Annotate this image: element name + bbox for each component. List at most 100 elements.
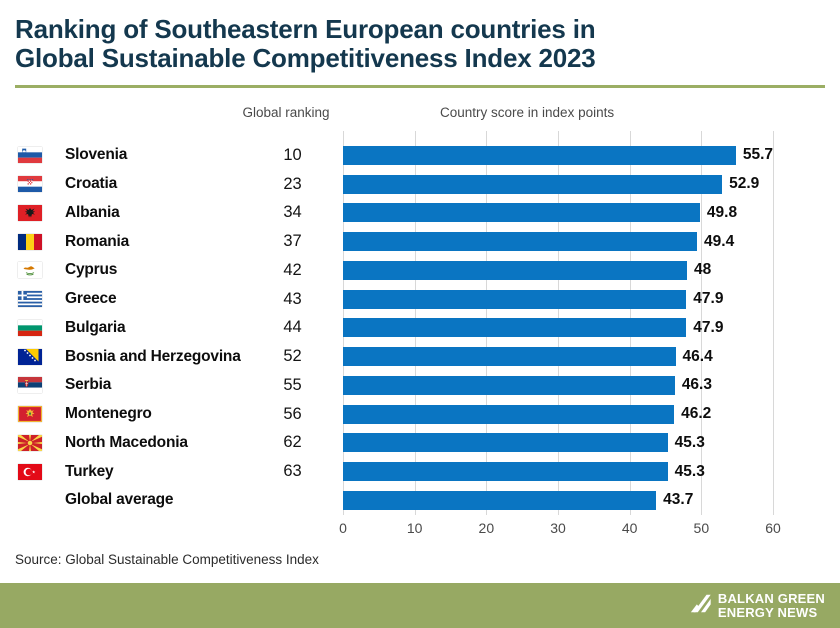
- score-value: 47.9: [693, 318, 724, 336]
- greece-flag-icon: [18, 291, 65, 308]
- score-bar: [343, 145, 736, 165]
- table-row: Bosnia and Herzegovina 52 46.4: [0, 342, 840, 371]
- x-axis-tick: 20: [478, 520, 495, 536]
- logo-text: BALKAN GREEN ENERGY NEWS: [718, 592, 825, 619]
- rank-value: 43: [283, 289, 302, 308]
- bar-cell: 43.7: [343, 486, 773, 515]
- score-bar: [343, 318, 687, 338]
- x-axis-tick: 30: [550, 520, 566, 536]
- score-bar: [343, 490, 657, 510]
- column-headers: Global ranking Country score in index po…: [0, 105, 840, 122]
- slovenia-flag-icon: [18, 147, 65, 164]
- x-axis: 0 10 20 30 40 50 60: [339, 515, 781, 539]
- country-label: Montenegro: [65, 405, 152, 423]
- rank-value: 10: [283, 145, 302, 164]
- score-value: 48: [694, 261, 712, 279]
- rank-value: 62: [283, 433, 302, 452]
- score-value: 45.3: [674, 462, 705, 480]
- logo-leaf-icon: [689, 590, 713, 621]
- score-bar: [343, 203, 700, 223]
- table-row: Romania 37 49.4: [0, 227, 840, 256]
- country-label: Romania: [65, 232, 130, 250]
- country-label: Global average: [65, 491, 174, 509]
- table-row: Cyprus 42 48: [0, 256, 840, 285]
- score-bar: [343, 347, 676, 367]
- x-axis-tick: 60: [765, 520, 781, 536]
- rank-value: 34: [283, 203, 302, 222]
- table-row: Slovenia 10 55.7: [0, 141, 840, 170]
- score-value: 52.9: [729, 175, 760, 193]
- montenegro-flag-icon: [18, 406, 65, 423]
- x-axis-tick: 0: [339, 520, 347, 536]
- country-label: Cyprus: [65, 261, 118, 279]
- table-row: Montenegro 56 46.2: [0, 400, 840, 429]
- rank-value: 42: [283, 260, 302, 279]
- bar-cell: 45.3: [343, 457, 773, 486]
- rank-value: 52: [283, 347, 302, 366]
- country-label: Serbia: [65, 376, 112, 394]
- page-title: Ranking of Southeastern European countri…: [15, 15, 825, 73]
- score-bar: [343, 260, 687, 280]
- rank-value: 44: [283, 318, 302, 337]
- croatia-flag-icon: [18, 176, 65, 193]
- balkan-green-energy-news-logo: BALKAN GREEN ENERGY NEWS: [689, 590, 825, 621]
- bulgaria-flag-icon: [18, 319, 65, 336]
- score-value: 45.3: [674, 433, 705, 451]
- score-bar: [343, 404, 675, 424]
- rank-value: 55: [283, 375, 302, 394]
- chart-rows: Slovenia 10 55.7 Croatia 23 52.9: [0, 131, 840, 515]
- table-row: Global average 43.7: [0, 486, 840, 515]
- table-row: Croatia 23 52.9: [0, 170, 840, 199]
- score-value: 49.4: [704, 232, 735, 250]
- score-bar: [343, 462, 668, 482]
- bar-cell: 52.9: [343, 170, 773, 199]
- country-label: Greece: [65, 290, 117, 308]
- score-bar: [343, 289, 687, 309]
- title-line-1: Ranking of Southeastern European countri…: [15, 14, 596, 44]
- bar-cell: 49.8: [343, 199, 773, 228]
- footer-bar: BALKAN GREEN ENERGY NEWS: [0, 583, 840, 628]
- bar-cell: 49.4: [343, 227, 773, 256]
- score-value: 43.7: [663, 491, 694, 509]
- rank-value: 56: [283, 404, 302, 423]
- logo-text-line-2: ENERGY NEWS: [717, 604, 818, 620]
- table-row: Greece 43 47.9: [0, 285, 840, 314]
- score-bar: [343, 174, 723, 194]
- country-label: North Macedonia: [65, 433, 188, 451]
- score-bar: [343, 375, 675, 395]
- turkey-flag-icon: [18, 463, 65, 480]
- country-label: Bulgaria: [65, 318, 126, 336]
- title-line-2: Global Sustainable Competitiveness Index…: [15, 43, 596, 73]
- score-value: 49.8: [706, 203, 738, 221]
- country-label: Bosnia and Herzegovina: [65, 347, 241, 365]
- rank-value: 37: [283, 232, 302, 251]
- country-label: Slovenia: [65, 146, 128, 164]
- score-value: 55.7: [742, 146, 773, 164]
- table-row: Bulgaria 44 47.9: [0, 314, 840, 343]
- table-row: Serbia 55 46.3: [0, 371, 840, 400]
- romania-flag-icon: [18, 233, 65, 250]
- bar-cell: 55.7: [343, 141, 773, 170]
- country-label: Croatia: [65, 175, 118, 193]
- x-axis-tick: 50: [693, 520, 710, 536]
- column-header-country-score: Country score in index points: [440, 105, 615, 120]
- x-axis-tick: 10: [406, 520, 423, 536]
- country-label: Turkey: [65, 462, 114, 480]
- table-row: Albania 34 49.8: [0, 199, 840, 228]
- north-macedonia-flag-icon: [18, 434, 65, 451]
- gridline: [773, 131, 774, 515]
- bar-cell: 47.9: [343, 314, 773, 343]
- bar-chart: Slovenia 10 55.7 Croatia 23 52.9: [0, 131, 840, 515]
- source-note: Source: Global Sustainable Competitivene…: [15, 552, 319, 567]
- bar-cell: 47.9: [343, 285, 773, 314]
- serbia-flag-icon: [18, 377, 65, 394]
- x-axis-tick: 40: [621, 520, 638, 536]
- score-value: 46.3: [681, 376, 712, 394]
- gridline: [701, 131, 703, 515]
- country-label: Albania: [65, 203, 120, 221]
- table-row: Turkey 63 45.3: [0, 457, 840, 486]
- rank-value: 63: [283, 462, 302, 481]
- score-value: 46.4: [682, 347, 713, 365]
- bar-cell: 46.4: [343, 342, 773, 371]
